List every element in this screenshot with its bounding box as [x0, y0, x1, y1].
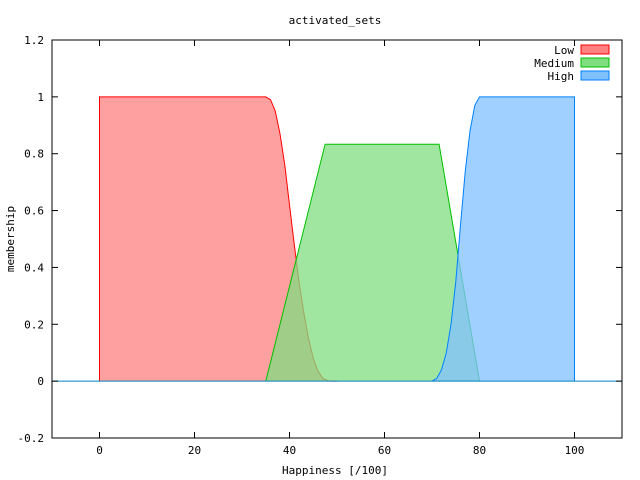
- x-tick-label: 0: [96, 444, 103, 457]
- series-line-high: [431, 96, 575, 382]
- x-tick-label: 40: [283, 444, 296, 457]
- legend-label-low: Low: [554, 44, 574, 57]
- y-tick-label: -0.2: [18, 432, 45, 445]
- x-tick-label: 20: [188, 444, 201, 457]
- y-axis-label: membership: [4, 206, 17, 272]
- y-tick-label: 0.8: [24, 148, 44, 161]
- chart-title: activated_sets: [289, 14, 382, 27]
- legend-swatch-low: [580, 44, 610, 55]
- y-tick-label: 0.6: [24, 205, 44, 218]
- series-areas: [99, 96, 575, 382]
- series-area-medium: [265, 144, 480, 382]
- x-tick-label: 80: [473, 444, 486, 457]
- y-tick-label: 0: [37, 375, 44, 388]
- legend-swatch-high: [580, 70, 610, 81]
- y-tick-label: 1.2: [24, 34, 44, 47]
- legend-label-high: High: [548, 70, 575, 83]
- legend-label-medium: Medium: [534, 57, 574, 70]
- ticks: 0 20 40 60 80 100 -0.2 0 0.2 0.4 0.6 0.8 1 1.2: [18, 34, 622, 457]
- y-tick-label: 1: [37, 91, 44, 104]
- axes: [51, 39, 623, 439]
- series-area-low: [99, 96, 337, 382]
- x-tick-label: 100: [565, 444, 585, 457]
- y-tick-label: 0.2: [24, 318, 44, 331]
- plot-frame: [51, 39, 623, 439]
- series-area-high: [432, 96, 575, 382]
- x-axis-label: Happiness [/100]: [282, 464, 388, 477]
- y-tick-label: 0.4: [24, 261, 44, 274]
- x-tick-label: 60: [378, 444, 391, 457]
- legend-swatch-medium: [580, 57, 610, 68]
